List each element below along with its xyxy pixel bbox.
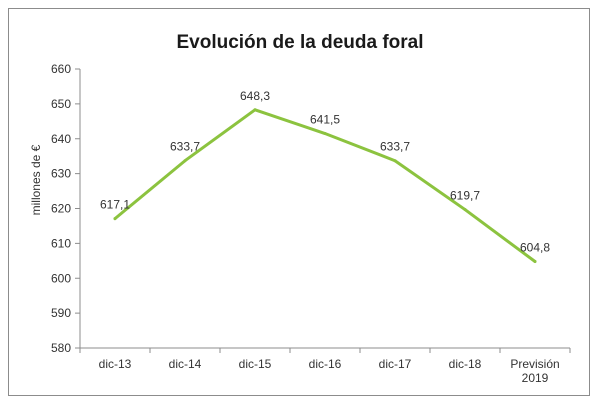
data-label: 604,8 (520, 241, 550, 255)
y-tick-label: 590 (51, 306, 71, 320)
data-labels: 617,1 633,7 648,3 641,5 633,7 619,7 604,8 (100, 89, 550, 255)
data-label: 633,7 (380, 140, 410, 154)
series-group (113, 108, 537, 264)
chart-axes (79, 69, 570, 349)
data-point (113, 217, 117, 221)
data-label: 619,7 (450, 189, 480, 203)
data-point (463, 208, 467, 212)
data-label: 648,3 (240, 89, 270, 103)
data-point (323, 132, 327, 136)
y-tick-label: 610 (51, 236, 71, 250)
data-point (253, 108, 257, 112)
y-tick-label: 630 (51, 167, 71, 181)
x-tick-label: dic-15 (239, 357, 272, 371)
data-label: 633,7 (170, 140, 200, 154)
data-point (183, 159, 187, 163)
data-point (393, 159, 397, 163)
data-label: 641,5 (310, 113, 340, 127)
y-axis-ticks: 580 590 600 610 620 630 640 650 660 (51, 62, 80, 355)
data-label: 617,1 (100, 198, 130, 212)
data-point (533, 260, 537, 264)
x-tick-label: dic-16 (309, 357, 342, 371)
x-axis-ticks: dic-13 dic-14 dic-15 dic-16 dic-17 dic-18 Prev… (79, 348, 571, 385)
x-tick-label: dic-13 (99, 357, 132, 371)
chart-frame (8, 8, 590, 396)
chart-title: Evolución de la deuda foral (176, 32, 424, 53)
y-tick-label: 600 (51, 271, 71, 285)
y-tick-label: 640 (51, 132, 71, 146)
y-tick-label: 650 (51, 97, 71, 111)
x-tick-label: dic-14 (169, 357, 202, 371)
x-tick-label: dic-18 (449, 357, 482, 371)
y-tick-label: 620 (51, 202, 71, 216)
x-tick-label: dic-17 (379, 357, 412, 371)
x-tick-label: Previsión 2019 (510, 357, 559, 385)
y-tick-label: 580 (51, 341, 71, 355)
y-tick-label: 660 (51, 62, 71, 76)
